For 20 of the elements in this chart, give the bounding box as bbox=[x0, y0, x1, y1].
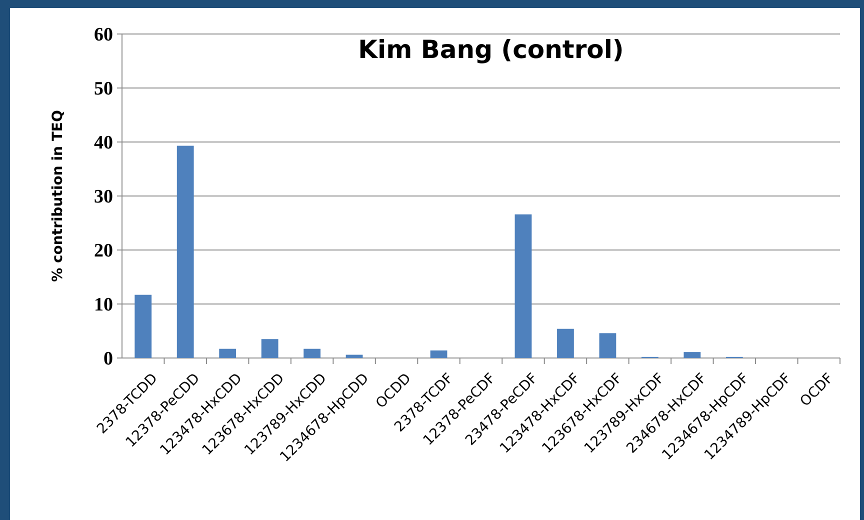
y-tick-label: 40 bbox=[94, 132, 113, 154]
bar bbox=[514, 214, 532, 358]
y-axis-title: % contribution in TEQ bbox=[50, 110, 66, 282]
y-tick-label: 50 bbox=[94, 78, 113, 100]
y-tick-label: 60 bbox=[94, 24, 113, 46]
bar bbox=[219, 348, 236, 358]
y-tick-label: 0 bbox=[104, 348, 113, 370]
bar bbox=[134, 294, 152, 358]
bar bbox=[346, 354, 363, 358]
bar bbox=[261, 339, 278, 358]
y-tick-label: 30 bbox=[94, 186, 113, 208]
bar bbox=[430, 350, 448, 358]
bar bbox=[684, 352, 701, 358]
y-tick-label: 20 bbox=[94, 240, 113, 262]
bar bbox=[599, 333, 616, 358]
bar bbox=[304, 348, 321, 358]
bar bbox=[176, 146, 194, 358]
bar bbox=[557, 328, 574, 358]
chart-title: Kim Bang (control) bbox=[358, 35, 624, 64]
y-tick-label: 10 bbox=[94, 294, 113, 316]
